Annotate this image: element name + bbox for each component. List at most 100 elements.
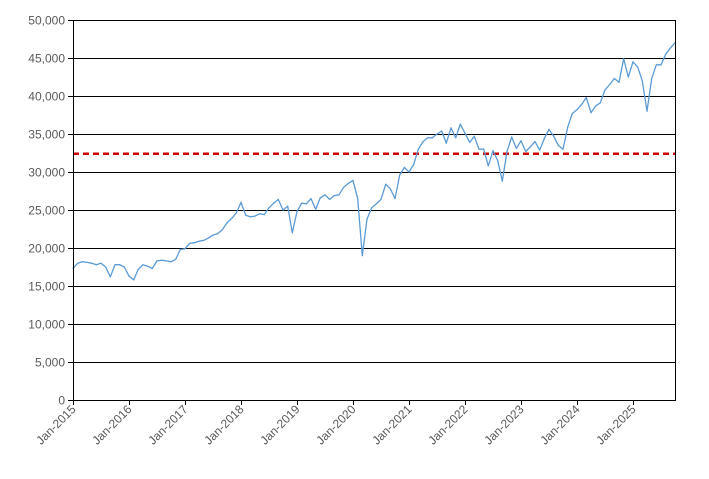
data-point [394, 198, 396, 200]
data-point [417, 148, 419, 150]
data-point [147, 265, 149, 267]
data-point [338, 194, 340, 196]
data-point [128, 275, 130, 277]
data-point [571, 112, 573, 115]
x-tick-label: Jan-2017 [145, 402, 191, 448]
data-point [441, 130, 443, 132]
data-point [357, 198, 359, 200]
data-point [431, 137, 433, 139]
data-point [273, 202, 275, 204]
data-point [637, 66, 639, 68]
y-tick-label: 45,000 [28, 52, 65, 66]
data-point [263, 214, 265, 216]
data-point [459, 123, 461, 125]
data-point [105, 266, 107, 268]
y-axis-tick-labels: 0 5,000 10,000 15,000 20,000 25,000 30,000 35,0… [28, 14, 65, 408]
y-tick-label: 0 [58, 394, 65, 408]
data-point [212, 234, 214, 236]
data-point [217, 233, 219, 235]
data-point [329, 198, 331, 200]
data-point [506, 150, 508, 153]
data-point [641, 80, 643, 82]
data-point [366, 218, 368, 220]
y-tick-label: 10,000 [28, 318, 65, 332]
data-point [604, 89, 606, 91]
data-point [389, 188, 391, 190]
data-point [333, 195, 335, 197]
data-point [599, 102, 601, 104]
data-point [515, 147, 517, 149]
data-point [100, 262, 102, 264]
data-point [165, 260, 167, 262]
data-point [371, 207, 373, 209]
data-point [235, 212, 237, 214]
data-point [632, 61, 634, 63]
data-point [161, 259, 163, 261]
y-tick-label: 15,000 [28, 280, 65, 294]
data-point [305, 203, 307, 205]
data-point [231, 217, 233, 219]
data-point [375, 203, 377, 205]
x-tick-label: Jan-2019 [257, 402, 303, 448]
data-point [427, 137, 429, 139]
x-tick-label: Jan-2018 [201, 402, 247, 448]
data-point [184, 248, 186, 250]
series-group [72, 42, 676, 281]
data-point [77, 262, 79, 264]
data-point [403, 166, 405, 168]
x-tick-label: Jan-2024 [537, 402, 583, 448]
data-point [86, 261, 88, 263]
data-point [413, 163, 415, 165]
data-point [585, 96, 587, 99]
data-point [151, 267, 153, 270]
data-point [492, 150, 494, 152]
data-point [660, 64, 662, 66]
series-line [72, 42, 676, 281]
data-point [282, 209, 284, 211]
data-point [324, 194, 326, 196]
data-point [651, 77, 653, 80]
data-point [623, 58, 625, 60]
data-point [590, 112, 592, 114]
x-tick-label: Jan-2021 [369, 402, 415, 448]
data-point [301, 202, 303, 204]
y-tick-label: 50,000 [28, 14, 65, 28]
data-point [529, 146, 531, 148]
data-point [408, 171, 410, 173]
data-point [609, 84, 611, 86]
data-point [221, 229, 223, 231]
gridlines [68, 20, 675, 401]
data-point [627, 76, 629, 78]
y-tick-label: 35,000 [28, 128, 65, 142]
data-point [170, 261, 172, 263]
data-point [511, 136, 513, 138]
data-point [464, 132, 466, 134]
data-point [137, 268, 139, 270]
y-tick-label: 40,000 [28, 90, 65, 104]
x-tick-label: Jan-2015 [33, 402, 79, 448]
data-point [567, 126, 569, 128]
data-point [123, 266, 125, 268]
data-point [319, 197, 321, 199]
data-point [114, 264, 116, 266]
data-point [534, 141, 536, 143]
data-point [156, 260, 158, 262]
data-point [595, 105, 597, 107]
data-point [91, 262, 93, 264]
data-point [445, 142, 447, 144]
data-point [226, 222, 228, 224]
y-tick-label: 5,000 [35, 356, 65, 370]
data-point [343, 186, 345, 188]
x-axis-tick-labels: Jan-2015 Jan-2016 Jan-2017 Jan-2018 Jan-2019… [33, 402, 639, 448]
data-point [497, 160, 499, 162]
data-point [581, 103, 583, 105]
data-point [352, 179, 354, 181]
data-point [310, 198, 312, 200]
data-point [553, 135, 555, 137]
data-point [469, 141, 471, 143]
data-point [109, 276, 111, 278]
data-point [399, 174, 401, 176]
data-point [291, 232, 293, 234]
data-point [287, 205, 289, 207]
data-point [539, 149, 541, 151]
